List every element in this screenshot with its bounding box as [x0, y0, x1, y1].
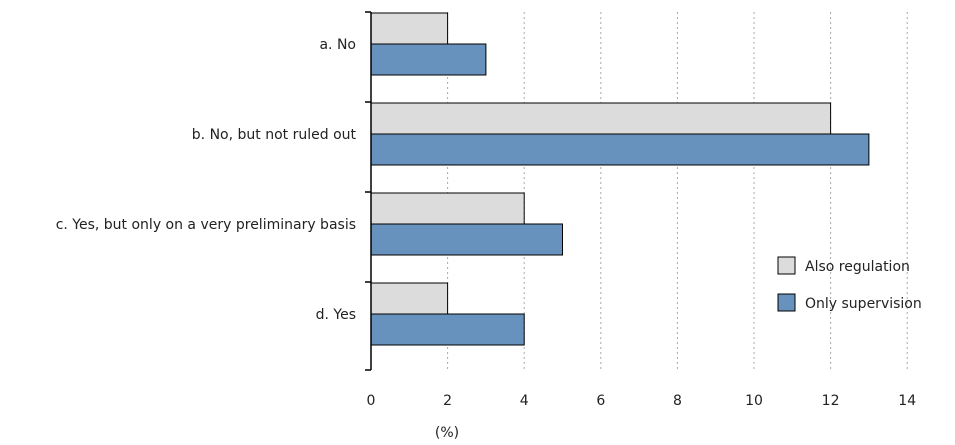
x-axis-title: (%): [435, 425, 459, 441]
x-tick-label-5: 10: [745, 393, 763, 409]
x-tick-label-6: 12: [822, 393, 840, 409]
y-axis: [365, 11, 372, 371]
legend-swatch-1: [777, 293, 796, 312]
bar-only-supervision-1: [370, 133, 870, 166]
bars: [370, 12, 870, 346]
x-tick-label-4: 8: [673, 393, 682, 409]
bar-also-regulation-3: [370, 282, 449, 315]
x-tick-label-1: 2: [443, 393, 452, 409]
category-label-3: d. Yes: [316, 307, 356, 323]
x-tick-label-2: 4: [520, 393, 529, 409]
legend-label-0: Also regulation: [805, 259, 910, 275]
category-label-1: b. No, but not ruled out: [192, 127, 357, 143]
bar-only-supervision-0: [370, 43, 487, 76]
bar-only-supervision-2: [370, 223, 563, 256]
x-tick-label-3: 6: [596, 393, 605, 409]
x-tick-label-0: 0: [367, 393, 376, 409]
category-labels: a. No b. No, but not ruled out c. Yes, but…: [56, 37, 357, 323]
bar-also-regulation-1: [370, 102, 832, 135]
bar-only-supervision-3: [370, 313, 525, 346]
legend-swatch-0: [777, 256, 796, 275]
x-tick-labels: 0 2 4 6 8 10 12 14: [367, 393, 917, 409]
bar-also-regulation-2: [370, 192, 525, 225]
bar-also-regulation-0: [370, 12, 449, 45]
category-label-0: a. No: [319, 37, 356, 53]
legend-label-1: Only supervision: [805, 296, 922, 312]
legend: Also regulation Only supervision: [777, 256, 922, 312]
category-label-2: c. Yes, but only on a very preliminary b…: [56, 217, 356, 233]
x-tick-label-7: 14: [898, 393, 916, 409]
